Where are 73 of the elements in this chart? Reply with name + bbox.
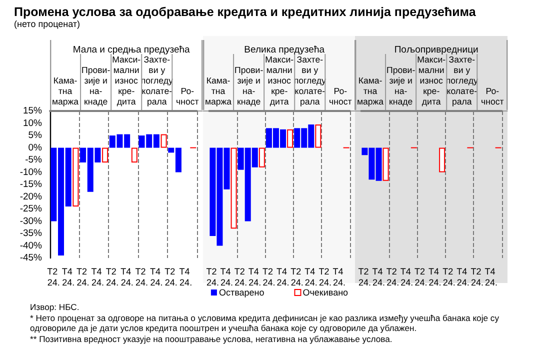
x-tick-label: T4 24. — [485, 266, 498, 288]
bar — [160, 134, 167, 148]
x-tick-label: T2 24. — [47, 266, 60, 288]
text: Ро-чност — [328, 86, 352, 107]
x-tick-label: T2 24. — [290, 266, 304, 288]
bar — [131, 148, 138, 162]
x-tick-label: T2 24. — [106, 266, 119, 288]
text: Ро-чност — [176, 86, 199, 107]
bar — [286, 129, 293, 148]
y-tick-label: -45% — [20, 252, 43, 264]
x-tick-label: T2 24. — [135, 266, 148, 288]
text: ** Позитивна вредност указује на пооштравање услова, негативна на ублажавање услова. — [30, 334, 394, 344]
x-tick-label: T4 24. — [276, 266, 290, 288]
x-tick-label: T2 24. — [358, 266, 372, 288]
y-tick-label: -5% — [25, 154, 43, 166]
text: Макси-мални износ кре-дита — [417, 54, 446, 107]
y-tick-label: -30% — [20, 216, 43, 227]
x-tick-label: T2 24. — [318, 266, 332, 288]
chart-title: Пољопривредници — [394, 44, 479, 56]
text: Макси-мални износ кре-дита — [264, 54, 294, 107]
y-tick-label: -20% — [20, 191, 43, 202]
x-tick-label: T2 24. — [164, 266, 178, 288]
x-tick-label: T2 24. — [76, 266, 90, 288]
x-tick-label: T4 24. — [62, 266, 75, 288]
x-tick-label: T4 24. — [457, 266, 470, 288]
y-tick-label: 5% — [28, 130, 43, 141]
y-tick-label: -10% — [20, 166, 43, 178]
chart-title: Велика предузећа — [244, 44, 325, 56]
x-tick-label: T2 24. — [206, 266, 219, 288]
text: Прови-зије и на-кнаде — [234, 64, 263, 107]
legend-label: Остварено — [218, 288, 264, 298]
y-tick-label: -25% — [20, 204, 43, 214]
x-tick-label: T4 24. — [372, 266, 386, 288]
x-tick-label: T2 24. — [386, 266, 400, 288]
text: Кама-тна маржа — [357, 76, 384, 107]
text: Прови-зије и на-кнаде — [81, 64, 110, 107]
text: (нето проценат) — [14, 19, 82, 29]
text: Извор: НБС. — [30, 302, 80, 312]
y-tick-label: -40% — [20, 240, 43, 252]
bar — [230, 148, 236, 229]
x-tick-label: T4 24. — [304, 266, 318, 288]
legend-label: Очекивано — [302, 288, 348, 298]
x-tick-label: T4 24. — [400, 266, 414, 288]
x-tick-label: T4 24. — [248, 266, 262, 288]
text: Кама-тна маржа — [204, 76, 232, 107]
x-tick-label: T4 24. — [150, 266, 163, 288]
chart-title: Мала и средња предузећа — [72, 44, 191, 56]
y-tick-label: -35% — [20, 228, 43, 239]
y-tick-label: -15% — [20, 179, 43, 190]
x-tick-label: T2 24. — [414, 266, 428, 288]
bar — [258, 148, 265, 168]
x-tick-label: T2 24. — [262, 266, 276, 288]
x-tick-label: T2 24. — [471, 266, 484, 288]
x-tick-label: T4 24. — [179, 266, 192, 288]
text: Прови-зије и на-кнаде — [386, 64, 416, 107]
bar — [72, 148, 79, 207]
y-tick-label: 10% — [22, 118, 43, 129]
bar — [314, 124, 321, 148]
x-tick-label: T4 24. — [91, 266, 104, 288]
text: Макси-мални износ кре-дита — [112, 54, 141, 107]
y-tick-label: 0% — [28, 142, 43, 154]
bar — [102, 148, 108, 162]
text: Кама-тна маржа — [52, 76, 79, 107]
x-tick-label: T4 24. — [428, 266, 442, 288]
x-tick-label: T2 24. — [234, 266, 248, 288]
y-tick-label: 15% — [22, 106, 43, 116]
x-tick-label: T4 24. — [120, 266, 134, 288]
x-tick-label: T4 24. — [220, 266, 233, 288]
x-tick-label: T4 24. — [332, 266, 346, 288]
text: Ро-чност — [481, 86, 504, 107]
text: * Нето проценат за одговоре на питања о условима кредита дефинисан је као разлика између учешћа банака које су одговориле да је дати услов кредита пооштрен и учешћа банака које су одговориле да ублажен. — [30, 312, 500, 334]
text: Промена услова за одобравање кредита и кредитних линија предузећима — [14, 5, 476, 19]
x-tick-label: T2 24. — [442, 266, 456, 288]
